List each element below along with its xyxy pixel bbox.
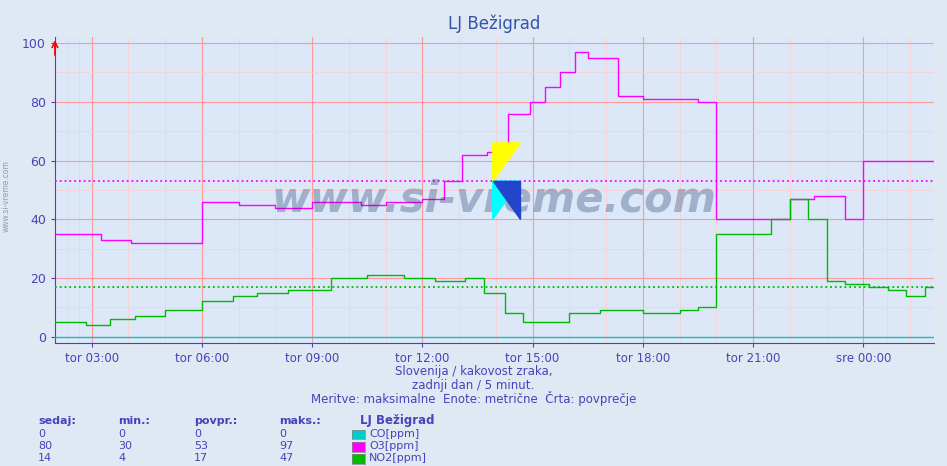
Text: 30: 30 (118, 441, 133, 451)
Text: Meritve: maksimalne  Enote: metrične  Črta: povprečje: Meritve: maksimalne Enote: metrične Črta… (311, 391, 636, 406)
Text: 0: 0 (118, 429, 125, 439)
Text: povpr.:: povpr.: (194, 416, 238, 426)
Title: LJ Bežigrad: LJ Bežigrad (448, 14, 541, 33)
Text: 14: 14 (38, 453, 52, 463)
Text: 4: 4 (118, 453, 126, 463)
Polygon shape (492, 181, 520, 219)
Text: O3[ppm]: O3[ppm] (369, 441, 419, 451)
Text: 80: 80 (38, 441, 52, 451)
Text: 53: 53 (194, 441, 208, 451)
Text: 17: 17 (194, 453, 208, 463)
Text: 0: 0 (38, 429, 45, 439)
Text: 0: 0 (194, 429, 201, 439)
Text: zadnji dan / 5 minut.: zadnji dan / 5 minut. (412, 379, 535, 392)
Text: NO2[ppm]: NO2[ppm] (369, 453, 427, 463)
Text: Slovenija / kakovost zraka,: Slovenija / kakovost zraka, (395, 365, 552, 378)
Text: 0: 0 (279, 429, 286, 439)
Text: www.si-vreme.com: www.si-vreme.com (272, 178, 717, 220)
Polygon shape (492, 143, 520, 181)
Polygon shape (492, 181, 520, 219)
Text: maks.:: maks.: (279, 416, 321, 426)
Text: 47: 47 (279, 453, 294, 463)
Text: www.si-vreme.com: www.si-vreme.com (2, 160, 11, 232)
Text: LJ Bežigrad: LJ Bežigrad (360, 414, 435, 427)
Text: min.:: min.: (118, 416, 151, 426)
Text: 97: 97 (279, 441, 294, 451)
Text: CO[ppm]: CO[ppm] (369, 429, 420, 439)
Text: sedaj:: sedaj: (38, 416, 76, 426)
